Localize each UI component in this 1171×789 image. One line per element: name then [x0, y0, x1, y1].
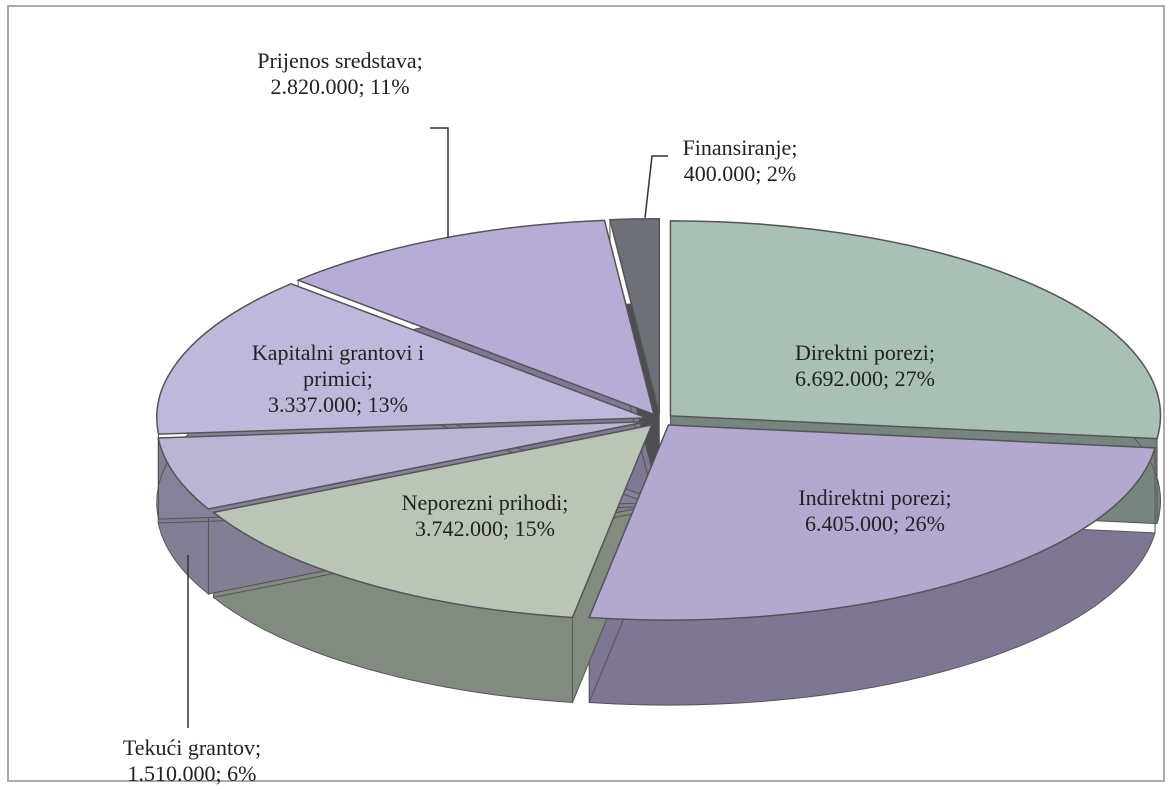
slice-label: Prijenos sredstava; 2.820.000; 11%	[220, 48, 460, 100]
slice-name: Tekući grantov;	[122, 735, 262, 760]
pie-slice	[588, 424, 1157, 621]
leader-line	[430, 127, 449, 238]
frame-border	[7, 5, 1165, 782]
slice-value: 6.692.000; 27%	[795, 366, 935, 391]
slice-value: 3.337.000; 13%	[268, 392, 408, 417]
slice-value: 6.405.000; 26%	[805, 511, 945, 536]
slice-label: Indirektni porezi; 6.405.000; 26%	[740, 485, 1010, 537]
slice-name: Finansiranje;	[682, 135, 798, 160]
pie-slice	[211, 424, 653, 619]
pie-slice	[669, 220, 1162, 440]
slice-label: Neporezni prihodi; 3.742.000; 15%	[390, 490, 580, 542]
slice-label: Tekući grantov; 1.510.000; 6%	[77, 735, 307, 787]
slice-value: 2.820.000; 11%	[270, 74, 410, 99]
leader-line	[644, 155, 668, 219]
pie-slice	[296, 219, 655, 416]
pie-slice	[608, 217, 661, 414]
slice-label: Direktni porezi; 6.692.000; 27%	[750, 340, 980, 392]
pie-slice	[156, 282, 648, 435]
slice-name: Neporezni prihodi;	[401, 490, 569, 515]
slice-name: Kapitalni grantovi i primici;	[251, 340, 425, 391]
slice-value: 3.742.000; 15%	[415, 516, 555, 541]
slice-value: 400.000; 2%	[683, 161, 797, 186]
pie-slice	[157, 420, 647, 510]
slice-name: Prijenos sredstava;	[257, 48, 423, 73]
slice-name: Indirektni porezi;	[798, 485, 952, 510]
slice-label: Finansiranje; 400.000; 2%	[640, 135, 840, 187]
slice-name: Direktni porezi;	[795, 340, 935, 365]
slice-label: Kapitalni grantovi i primici; 3.337.000; …	[218, 340, 458, 418]
slice-value: 1.510.000; 6%	[127, 761, 257, 786]
